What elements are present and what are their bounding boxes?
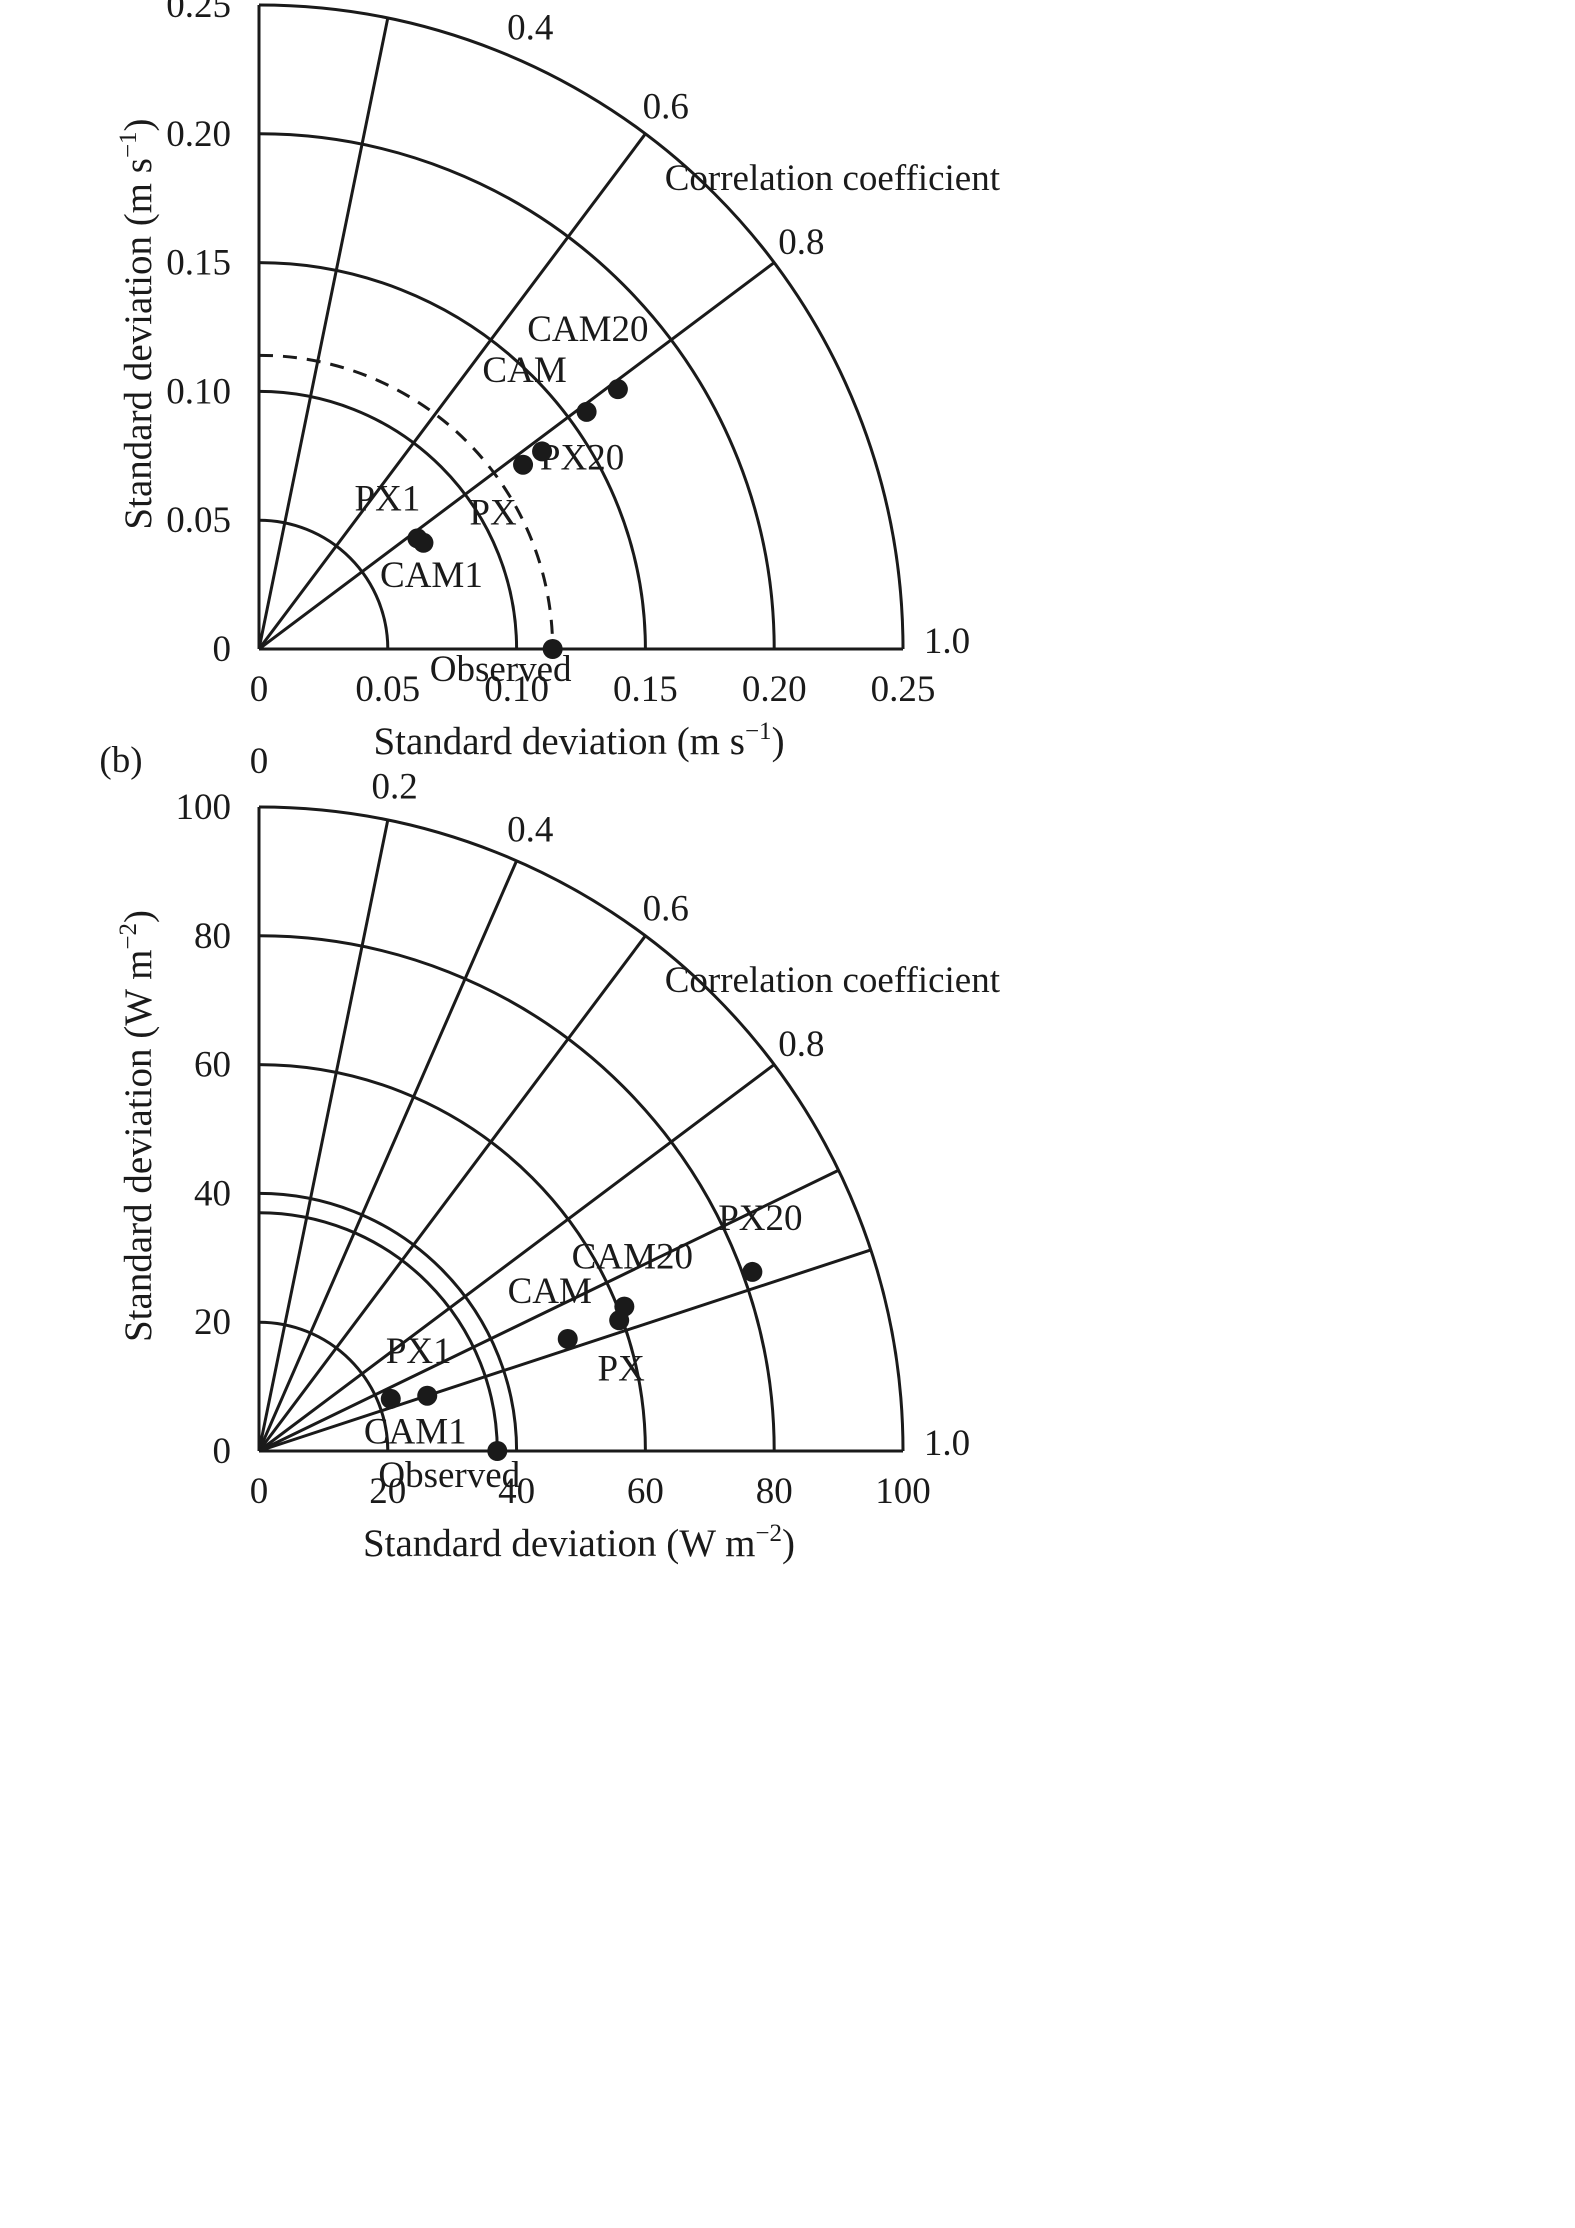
data-point-label-cam20: CAM20 <box>572 1237 693 1278</box>
x-tick-label: 0.05 <box>355 669 420 710</box>
data-point-label-px1: PX1 <box>386 1331 452 1372</box>
observed-std-arc <box>258 353 555 650</box>
data-point-cam <box>557 1328 578 1349</box>
x-tick-label: 80 <box>756 1471 793 1512</box>
x-tick-label: 0 <box>250 1471 269 1512</box>
data-point-cam1 <box>413 532 434 553</box>
correlation-line <box>257 860 518 1452</box>
data-point-cam20 <box>607 379 628 400</box>
taylor-diagram-panel-a: 0 0.2 0.4 0.6 0.8 1.0 Correlation coefficient 0… <box>115 0 1001 763</box>
std-arc <box>258 1063 647 1452</box>
y-tick-label: 20 <box>194 1302 231 1343</box>
data-point-label-cam20: CAM20 <box>527 309 648 350</box>
data-point-cam20 <box>614 1296 635 1317</box>
correlation-tick-label: 0.6 <box>643 889 689 930</box>
taylor-diagram-panel-b: 0 0.2 0.4 0.6 0.8 1.0 Correlation coefficient 0… <box>99 740 1000 1565</box>
x-tick-label: 0 <box>250 669 269 710</box>
x-tick-label: 60 <box>627 1471 664 1512</box>
observed-std-arc <box>258 1211 499 1452</box>
correlation-line <box>258 1063 776 1453</box>
data-point-observed <box>542 639 563 659</box>
std-arc <box>258 518 390 650</box>
data-point-px20 <box>742 1261 763 1282</box>
std-arc <box>258 261 647 650</box>
data-point-label-cam: CAM <box>482 350 566 391</box>
data-point-px <box>513 454 534 475</box>
correlation-tick-label: 0.8 <box>778 222 824 263</box>
y-tick-label: 80 <box>194 916 231 957</box>
correlation-line <box>257 934 647 1452</box>
std-arc <box>258 3 905 650</box>
data-point-label-cam1: CAM1 <box>380 555 483 596</box>
x-axis-title: Standard deviation (m s−1) <box>373 718 784 763</box>
y-tick-label: 0 <box>213 1431 232 1472</box>
data-point-label-cam: CAM <box>508 1271 592 1312</box>
data-point-label-observed: Observed <box>430 649 572 690</box>
correlation-line <box>258 1168 840 1453</box>
y-axis-title: Standard deviation (W m−2) <box>115 910 160 1342</box>
data-point-px20 <box>532 441 553 462</box>
data-point-observed <box>487 1441 508 1461</box>
y-tick-label: 0.10 <box>166 371 231 412</box>
correlation-tick-label: 0 <box>250 741 269 782</box>
correlation-tick-label: 0.2 <box>371 0 417 6</box>
y-tick-label: 0.05 <box>166 500 231 541</box>
y-axis-title: Standard deviation (m s−1) <box>115 118 160 529</box>
y-tick-label: 40 <box>194 1173 231 1214</box>
data-point-label-cam1: CAM1 <box>364 1412 467 1453</box>
std-arc <box>258 1191 519 1452</box>
data-point-cam <box>576 401 597 422</box>
std-arc <box>258 132 776 650</box>
correlation-line <box>258 261 776 651</box>
std-arc <box>258 934 776 1452</box>
x-tick-label: 100 <box>875 1471 931 1512</box>
correlation-tick-label: 0.6 <box>643 87 689 128</box>
y-tick-label: 0.25 <box>166 0 231 26</box>
correlation-axis-label: Correlation coefficient <box>665 960 1001 1001</box>
x-axis-title: Standard deviation (W m−2) <box>363 1520 795 1565</box>
correlation-line <box>258 1248 872 1453</box>
data-point-label-px20: PX20 <box>540 437 624 478</box>
correlation-tick-label: 0.8 <box>778 1024 824 1065</box>
std-arc <box>258 389 519 650</box>
correlation-tick-label: 0.4 <box>507 810 553 851</box>
correlation-line <box>257 17 390 650</box>
correlation-tick-label: 0.2 <box>371 767 417 808</box>
y-tick-label: 0.15 <box>166 243 231 284</box>
x-tick-label: 0.25 <box>871 669 936 710</box>
correlation-tick-label: 1.0 <box>924 1423 970 1464</box>
data-point-label-observed: Observed <box>378 1455 520 1496</box>
panel-label: (b) <box>99 740 142 781</box>
correlation-line <box>257 132 647 650</box>
correlation-tick-label: 0.4 <box>507 8 553 49</box>
y-tick-label: 0 <box>213 629 232 670</box>
data-point-label-px1: PX1 <box>355 478 421 519</box>
y-tick-label: 0.20 <box>166 114 231 155</box>
data-point-label-px: PX <box>469 493 517 534</box>
data-point-cam1 <box>417 1385 438 1406</box>
y-tick-label: 100 <box>176 787 232 828</box>
x-tick-label: 40 <box>498 1471 535 1512</box>
correlation-axis-label: Correlation coefficient <box>665 158 1001 199</box>
y-tick-label: 60 <box>194 1045 231 1086</box>
std-arc <box>258 805 905 1452</box>
correlation-line <box>257 819 390 1452</box>
data-point-label-px: PX <box>598 1348 646 1389</box>
correlation-tick-label: 1.0 <box>924 621 970 662</box>
x-tick-label: 0.20 <box>742 669 807 710</box>
data-point-label-px20: PX20 <box>718 1198 802 1239</box>
data-point-px1 <box>380 1388 401 1409</box>
x-tick-label: 0.15 <box>613 669 678 710</box>
x-tick-label: 0.10 <box>484 669 549 710</box>
x-tick-label: 20 <box>369 1471 406 1512</box>
std-arc <box>258 1320 390 1452</box>
